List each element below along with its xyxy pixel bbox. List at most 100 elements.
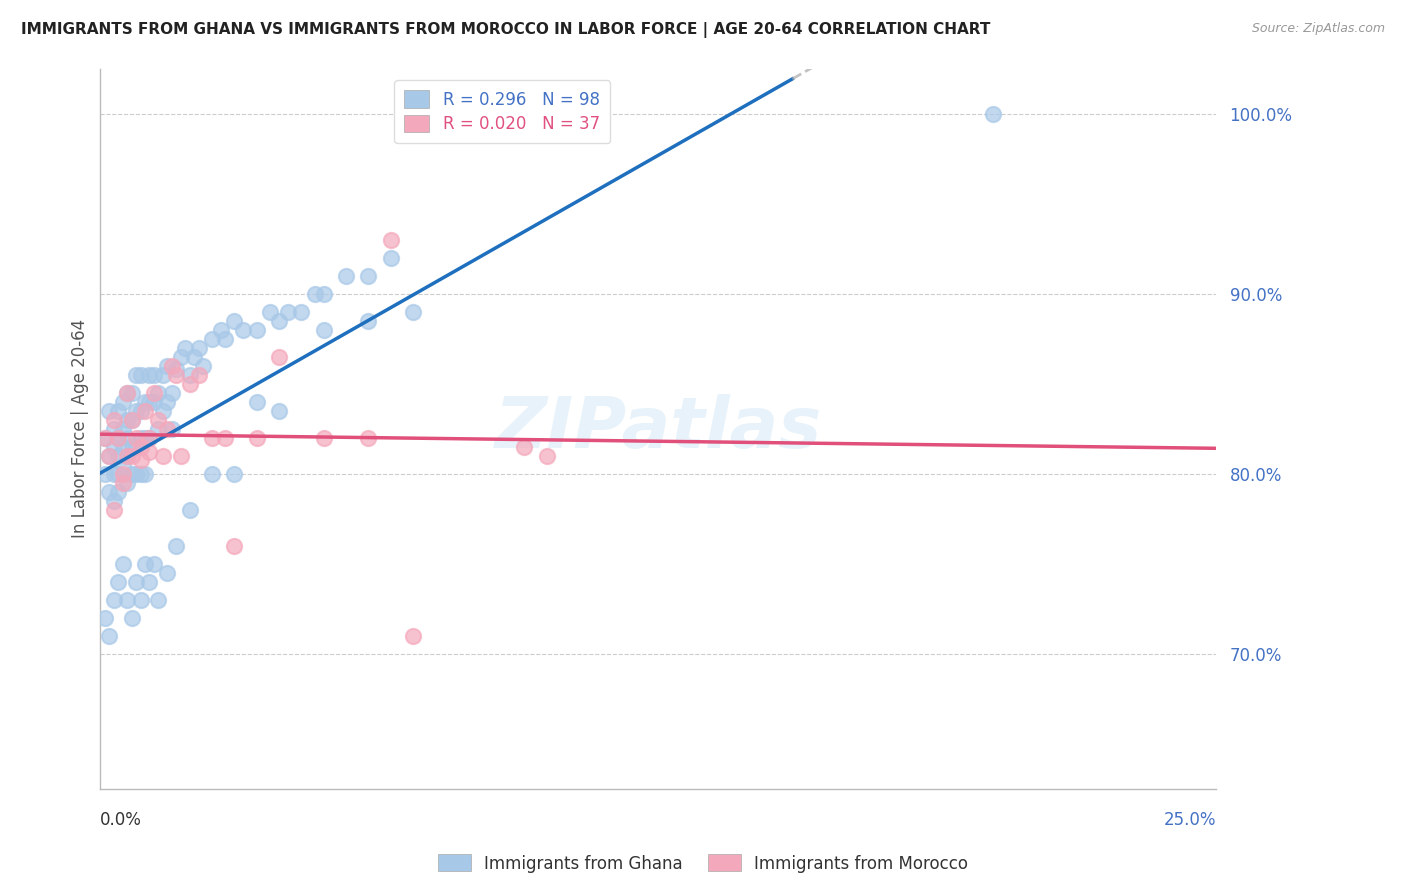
Point <box>179 503 201 517</box>
Point <box>125 575 148 590</box>
Point <box>981 106 1004 120</box>
Point <box>115 593 138 607</box>
Point <box>160 385 183 400</box>
Point <box>170 350 193 364</box>
Point <box>103 413 125 427</box>
Point <box>129 452 152 467</box>
Point <box>129 440 152 454</box>
Point <box>246 395 269 409</box>
Point <box>125 368 148 382</box>
Point <box>312 431 335 445</box>
Point <box>94 431 117 445</box>
Point <box>357 314 380 328</box>
Point <box>134 467 156 481</box>
Point <box>129 467 152 481</box>
Point <box>121 449 143 463</box>
Point <box>129 368 152 382</box>
Point <box>103 503 125 517</box>
Point <box>115 475 138 490</box>
Point <box>152 404 174 418</box>
Point <box>160 359 183 373</box>
Point <box>402 629 425 643</box>
Point <box>115 385 138 400</box>
Point <box>134 395 156 409</box>
Point <box>156 359 179 373</box>
Point <box>357 268 380 283</box>
Point <box>98 449 121 463</box>
Point <box>125 440 148 454</box>
Point <box>121 413 143 427</box>
Point <box>267 350 290 364</box>
Point <box>165 539 187 553</box>
Point <box>94 467 117 481</box>
Point <box>179 368 201 382</box>
Point <box>121 467 143 481</box>
Point <box>94 431 117 445</box>
Text: IMMIGRANTS FROM GHANA VS IMMIGRANTS FROM MOROCCO IN LABOR FORCE | AGE 20-64 CORR: IMMIGRANTS FROM GHANA VS IMMIGRANTS FROM… <box>21 22 990 38</box>
Point <box>259 305 281 319</box>
Text: Source: ZipAtlas.com: Source: ZipAtlas.com <box>1251 22 1385 36</box>
Point <box>121 385 143 400</box>
Point <box>187 341 209 355</box>
Point <box>98 485 121 500</box>
Point <box>115 413 138 427</box>
Point <box>170 449 193 463</box>
Point <box>125 431 148 445</box>
Point <box>267 314 290 328</box>
Point <box>224 467 246 481</box>
Point <box>98 629 121 643</box>
Point <box>121 611 143 625</box>
Point <box>134 431 156 445</box>
Point <box>224 539 246 553</box>
Point <box>187 368 209 382</box>
Point <box>111 458 134 472</box>
Point <box>138 368 160 382</box>
Point <box>103 440 125 454</box>
Point <box>103 422 125 436</box>
Point <box>380 233 402 247</box>
Point <box>267 404 290 418</box>
Point <box>138 431 160 445</box>
Point <box>179 376 201 391</box>
Point <box>214 332 236 346</box>
Point <box>148 385 170 400</box>
Point <box>142 557 165 571</box>
Point <box>357 431 380 445</box>
Point <box>246 323 269 337</box>
Point <box>138 431 160 445</box>
Point <box>115 449 138 463</box>
Point <box>125 404 148 418</box>
Point <box>290 305 312 319</box>
Point <box>111 422 134 436</box>
Point <box>312 286 335 301</box>
Point <box>156 422 179 436</box>
Point <box>129 593 152 607</box>
Point <box>94 611 117 625</box>
Point <box>201 431 224 445</box>
Point <box>138 395 160 409</box>
Point <box>134 557 156 571</box>
Point <box>165 368 187 382</box>
Point <box>402 305 425 319</box>
Point <box>335 268 357 283</box>
Point <box>107 485 129 500</box>
Legend: Immigrants from Ghana, Immigrants from Morocco: Immigrants from Ghana, Immigrants from M… <box>430 847 976 880</box>
Point <box>103 494 125 508</box>
Point <box>304 286 326 301</box>
Point <box>111 557 134 571</box>
Point <box>191 359 214 373</box>
Point <box>142 385 165 400</box>
Point <box>277 305 299 319</box>
Point <box>246 431 269 445</box>
Point <box>129 404 152 418</box>
Text: 25.0%: 25.0% <box>1164 811 1216 829</box>
Point <box>103 593 125 607</box>
Point <box>107 431 129 445</box>
Point <box>107 449 129 463</box>
Point <box>183 350 205 364</box>
Point <box>107 404 129 418</box>
Point <box>160 422 183 436</box>
Point <box>138 445 160 459</box>
Y-axis label: In Labor Force | Age 20-64: In Labor Force | Age 20-64 <box>72 319 89 539</box>
Point <box>115 431 138 445</box>
